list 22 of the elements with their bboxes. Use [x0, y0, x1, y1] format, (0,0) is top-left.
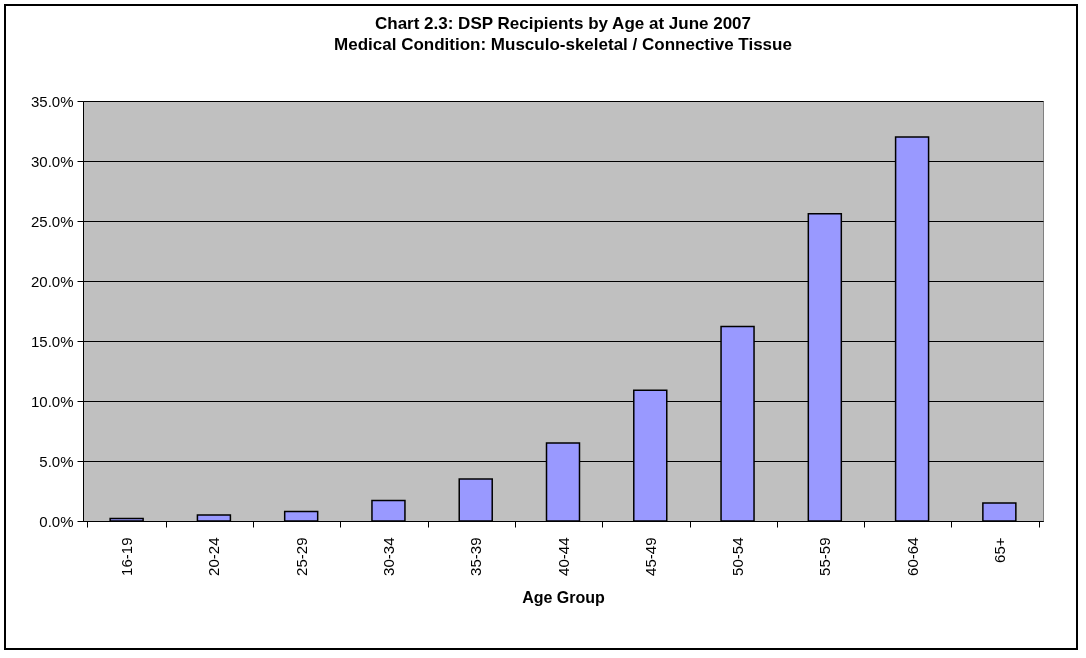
y-tick-label: 5.0%	[39, 452, 74, 470]
x-tick-label: 25-29	[292, 537, 310, 576]
x-tick-label: 45-49	[641, 537, 659, 576]
x-tick-label: 35-39	[467, 537, 485, 576]
x-tick-label: 65+	[990, 537, 1008, 563]
y-tick-label: 30.0%	[30, 152, 74, 170]
x-tick-label: 20-24	[205, 537, 223, 576]
y-tick-label: 35.0%	[30, 92, 74, 110]
y-tick-label: 15.0%	[30, 332, 74, 350]
x-tick-label: 50-54	[729, 537, 747, 576]
y-tick-label: 20.0%	[30, 272, 74, 290]
chart-title: Chart 2.3: DSP Recipients by Age at June 2007	[374, 14, 752, 33]
y-tick-label: 25.0%	[30, 212, 74, 230]
x-tick-label: 16-19	[118, 537, 136, 576]
x-tick-label: 55-59	[816, 537, 834, 576]
x-tick-label: 60-64	[903, 537, 921, 576]
x-tick-label: 30-34	[379, 537, 397, 576]
chart-subtitle: Medical Condition: Musculo-skeletal / Connective Tissue	[334, 35, 792, 54]
y-tick-label: 0.0%	[39, 512, 74, 530]
x-axis-title: Age Group	[522, 588, 606, 606]
y-tick-label: 10.0%	[30, 392, 74, 410]
x-tick-label: 40-44	[554, 537, 572, 576]
